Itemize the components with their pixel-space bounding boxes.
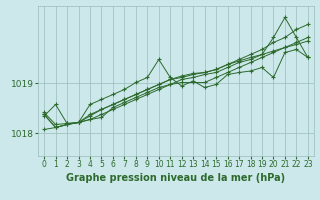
- X-axis label: Graphe pression niveau de la mer (hPa): Graphe pression niveau de la mer (hPa): [67, 173, 285, 183]
